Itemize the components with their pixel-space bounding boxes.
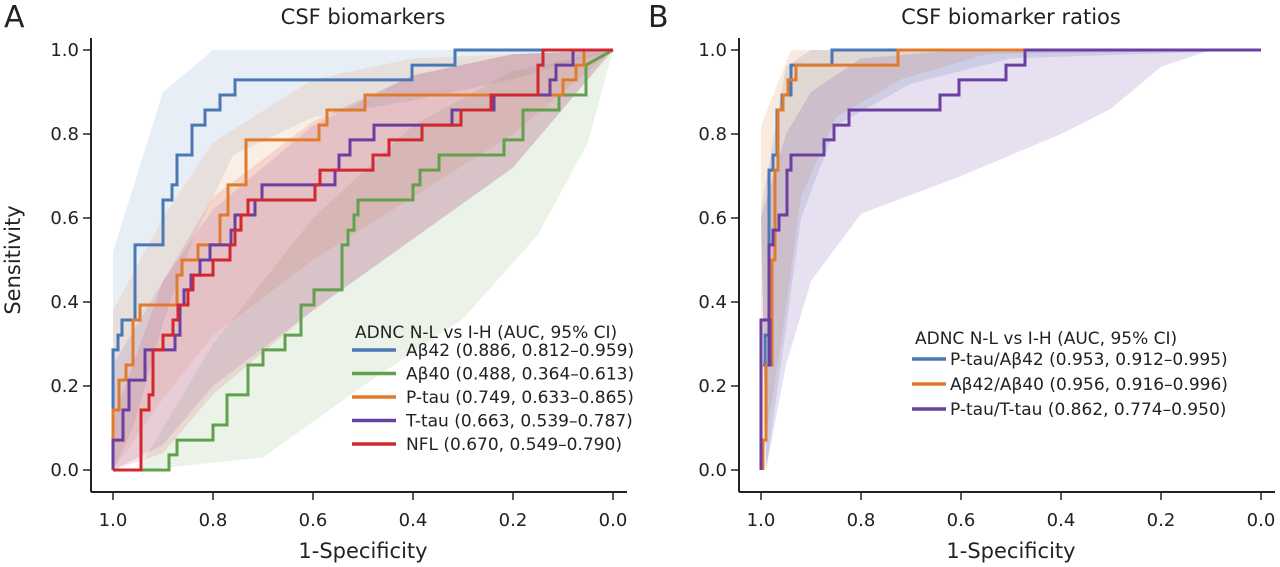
x-tick-label: 0.2	[499, 510, 528, 531]
x-tick-label: 0.0	[599, 510, 628, 531]
legend-label-a-40: Aβ40 (0.488, 0.364–0.613)	[406, 365, 634, 385]
legend-label-p-tau: P-tau (0.749, 0.633–0.865)	[406, 388, 634, 408]
panel-b-ci-bands	[761, 50, 1261, 470]
panel-b-legend-title: ADNC N-L vs I-H (AUC, 95% CI)	[915, 329, 1177, 349]
panel-a-curves	[111, 48, 614, 472]
roc-curve-a-40	[141, 48, 614, 472]
y-tick-label: 0.2	[50, 376, 79, 397]
panel-a-letter: A	[4, 0, 25, 35]
y-tick-label: 1.0	[698, 40, 727, 61]
panel-a-x-axis-label: 1-Specificity	[298, 539, 427, 563]
x-tick-label: 0.6	[947, 510, 976, 531]
x-tick-label: 0.0	[1247, 510, 1276, 531]
panel-b: B CSF biomarker ratios 1.0 0.8 0.6 0.4 0.2 0.…	[648, 0, 1275, 563]
x-tick-label: 0.8	[199, 510, 228, 531]
legend-label-p-tau-t-tau: P-tau/T-tau (0.862, 0.774–0.950)	[950, 400, 1226, 420]
panel-b-curves	[759, 48, 1261, 470]
legend-label-a-42: Aβ42 (0.886, 0.812–0.959)	[406, 341, 634, 361]
panel-a-title: CSF biomarkers	[281, 5, 446, 29]
roc-curve-p-tau-t-tau	[759, 48, 1261, 470]
x-tick-label: 1.0	[99, 510, 128, 531]
y-tick-label: 0.6	[50, 208, 79, 229]
legend-label-p-tau-a-42: P-tau/Aβ42 (0.953, 0.912–0.995)	[950, 350, 1228, 370]
y-tick-label: 0.6	[698, 208, 727, 229]
ci-band-a-42-a-40	[761, 50, 1261, 470]
panel-a-axes: 1.0 0.8 0.6 0.4 0.2 0.0 0.0 0.2 0.4 0.6 0.8 1.0	[50, 38, 627, 531]
ci-band-a-42	[113, 50, 613, 470]
ci-band-p-tau-t-tau	[761, 50, 1261, 470]
roc-curve-p-tau	[111, 48, 613, 470]
panel-a-legend: ADNC N-L vs I-H (AUC, 95% CI) Aβ42 (0.88…	[352, 323, 634, 455]
panel-b-legend: ADNC N-L vs I-H (AUC, 95% CI) P-tau/Aβ42…	[912, 329, 1228, 420]
y-tick-label: 0.2	[698, 376, 727, 397]
x-tick-label: 0.4	[1047, 510, 1076, 531]
x-tick-label: 1.0	[747, 510, 776, 531]
y-tick-label: 0.8	[698, 124, 727, 145]
panel-a-y-axis-label: Sensitivity	[1, 205, 25, 314]
panel-b-axes: 1.0 0.8 0.6 0.4 0.2 0.0 0.0 0.2 0.4 0.6 0.8 1.0	[698, 38, 1275, 531]
x-tick-label: 0.4	[399, 510, 428, 531]
roc-curve-t-tau	[111, 48, 613, 470]
legend-label-a-42-a-40: Aβ42/Aβ40 (0.956, 0.916–0.996)	[950, 375, 1228, 395]
panel-b-title: CSF biomarker ratios	[901, 5, 1121, 29]
y-tick-label: 0.4	[50, 292, 79, 313]
panel-b-letter: B	[648, 0, 669, 35]
roc-curve-a-42-a-40	[761, 48, 1261, 470]
legend-label-t-tau: T-tau (0.663, 0.539–0.787)	[405, 412, 633, 432]
panel-a-legend-title: ADNC N-L vs I-H (AUC, 95% CI)	[355, 323, 617, 343]
x-tick-label: 0.2	[1147, 510, 1176, 531]
y-tick-label: 0.0	[698, 460, 727, 481]
panel-b-x-axis-label: 1-Specificity	[946, 539, 1075, 563]
y-tick-label: 0.4	[698, 292, 727, 313]
panel-a: A CSF biomarkers 1.0 0.8 0.6 0.4 0.2 0.0 0.0 0.…	[1, 0, 634, 563]
ci-band-p-tau-a-42	[761, 50, 1261, 470]
x-tick-label: 0.6	[299, 510, 328, 531]
y-tick-label: 1.0	[50, 40, 79, 61]
roc-curve-nfl	[113, 48, 613, 472]
x-tick-label: 0.8	[847, 510, 876, 531]
y-tick-label: 0.8	[50, 124, 79, 145]
legend-label-nfl: NFL (0.670, 0.549–0.790)	[406, 435, 622, 455]
ci-band-p-tau	[113, 50, 613, 470]
y-tick-label: 0.0	[50, 460, 79, 481]
roc-curve-a-42	[111, 48, 613, 470]
